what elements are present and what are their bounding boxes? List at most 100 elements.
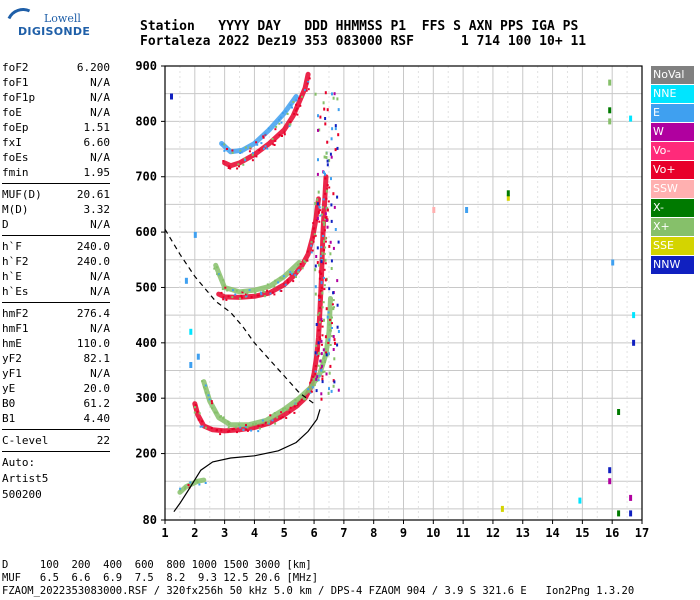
echo-pixel (271, 138, 274, 140)
echo-pixel (298, 97, 300, 100)
spread-echo-pixel (320, 352, 323, 356)
spread-echo-pixel (324, 278, 327, 282)
echo-pixel (231, 428, 234, 431)
spread-echo-pixel (314, 264, 317, 268)
param-row-md: M(D) 3.32 (2, 202, 110, 217)
spread-echo-pixel (336, 325, 339, 329)
echo-pixel (241, 291, 244, 294)
legend-item-e: E (651, 104, 694, 122)
echo-pixel (275, 125, 278, 128)
spread-echo-pixel (322, 170, 325, 174)
param-divider (2, 183, 110, 184)
echo-pixel (227, 420, 230, 423)
echo-pixel (294, 274, 297, 277)
spread-echo-pixel (320, 281, 323, 285)
echo-pixel (258, 149, 261, 152)
echo-pixel (320, 255, 322, 258)
echo-pixel (282, 275, 285, 278)
param-row-fof1p: foF1p N/A (2, 90, 110, 105)
echo-pixel (255, 155, 258, 158)
param-name: B0 (2, 397, 16, 410)
echo-pixel (317, 329, 320, 332)
echo-pixel (231, 149, 234, 152)
echo-pixel (224, 286, 227, 289)
param-name: foE (2, 106, 22, 119)
echo-pixel (244, 159, 247, 162)
echo-pixel (282, 407, 284, 410)
x-tick-label: 15 (575, 526, 589, 540)
spread-echo-pixel (322, 101, 325, 105)
echo-pixel (283, 131, 286, 134)
echo-pixel (326, 184, 329, 187)
echo-pixel (250, 429, 253, 432)
echo-pixel (228, 423, 231, 425)
param-row-b1: B1 4.40 (2, 411, 110, 426)
echo-pixel (279, 276, 282, 279)
param-value: 1.95 (83, 166, 111, 179)
echo-pixel (317, 350, 320, 353)
param-value: 20.61 (76, 188, 110, 201)
param-name: M(D) (2, 203, 29, 216)
echo-pixel (322, 371, 324, 374)
echo-pixel (291, 106, 293, 109)
echo-pixel (281, 416, 284, 419)
spread-echo-pixel (317, 158, 319, 162)
echo-pixel (299, 263, 302, 265)
echo-pixel (279, 116, 282, 119)
echo-pixel (311, 249, 314, 252)
param-divider (2, 235, 110, 236)
echo-pixel (226, 430, 229, 433)
echo-pixel (222, 416, 225, 419)
echo-pixel (321, 211, 324, 214)
echo-pixel (251, 159, 254, 162)
echo-pixel (257, 430, 260, 433)
echo-pixel (286, 279, 289, 282)
legend-item-x-: X+ (651, 218, 694, 236)
spread-echo-pixel (332, 192, 335, 196)
x-tick-label: 1 (161, 526, 168, 540)
echo-pixel (317, 354, 320, 357)
spread-echo-pixel (327, 352, 330, 356)
echo-pixel (320, 246, 323, 249)
autoscale-line: Auto: (2, 456, 36, 469)
spread-echo-pixel (322, 348, 325, 352)
param-divider (2, 429, 110, 430)
echo-pixel (227, 426, 230, 429)
spread-echo-pixel (325, 156, 328, 159)
spread-echo-pixel (337, 133, 340, 137)
echo-pixel (288, 125, 291, 128)
spread-echo-pixel (320, 368, 323, 372)
echo-pixel (307, 81, 310, 83)
spread-echo-pixel (323, 318, 325, 322)
echo-pixel (289, 104, 292, 106)
echo-pixel (331, 335, 333, 338)
outlier-echo (500, 505, 504, 512)
echo-pixel (179, 487, 182, 490)
echo-pixel (315, 344, 318, 347)
x-tick-label: 17 (635, 526, 649, 540)
echo-pixel (293, 411, 296, 414)
spread-echo-pixel (317, 190, 320, 194)
echo-pixel (256, 294, 259, 297)
echo-pixel (323, 355, 326, 358)
spread-echo-pixel (337, 108, 340, 112)
spread-echo-pixel (330, 389, 333, 393)
spread-echo-pixel (319, 115, 322, 119)
echo-pixel (216, 429, 218, 431)
echo-pixel (226, 148, 228, 150)
spread-echo-pixel (321, 364, 323, 368)
echo-pixel (271, 419, 274, 422)
echo-pixel (242, 163, 245, 166)
spread-echo-pixel (316, 217, 319, 220)
echo-pixel (312, 240, 315, 243)
param-value: 6.200 (76, 61, 110, 74)
param-value: N/A (90, 91, 110, 104)
param-row-he: h`E N/A (2, 269, 110, 284)
outlier-echo (506, 190, 510, 197)
param-row-foep: foEp 1.51 (2, 120, 110, 135)
param-row-clevel: C-level 22 (2, 433, 110, 448)
param-value: N/A (90, 322, 110, 335)
footer: D 100 200 400 600 800 1000 1500 3000 [km… (2, 559, 634, 598)
echo-pixel (286, 112, 289, 115)
echo-pixel (219, 433, 222, 436)
